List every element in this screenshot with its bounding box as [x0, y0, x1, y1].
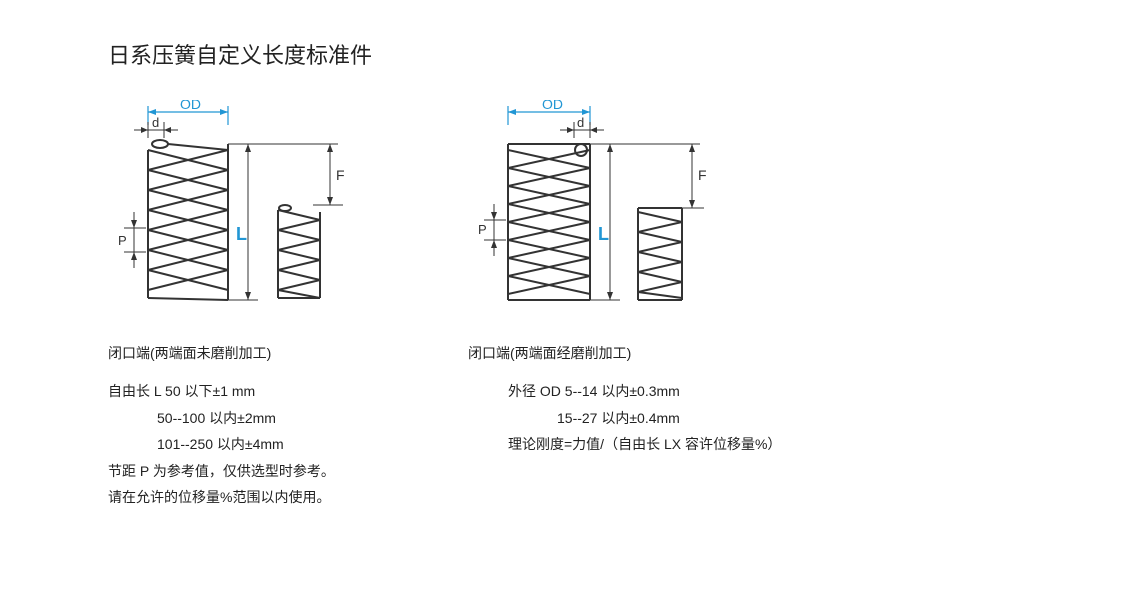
page-title: 日系压簧自定义长度标准件 [108, 38, 1034, 70]
spec-line: 自由长 L 50 以下±1 mm [108, 378, 408, 405]
spec-line: 请在允许的位移量%范围以内使用。 [108, 484, 408, 511]
specs-row: 自由长 L 50 以下±1 mm 50--100 以内±2mm 101--250… [108, 378, 1034, 511]
d-label: d [577, 115, 584, 130]
spec-line: 15--27 以内±0.4mm [508, 405, 781, 432]
l-label: L [598, 224, 609, 244]
spec-line: 外径 OD 5--14 以内±0.3mm [508, 378, 781, 405]
f-label: F [336, 167, 345, 183]
spec-line: 101--250 以内±4mm [108, 431, 408, 458]
p-label: P [118, 233, 127, 248]
left-caption: 闭口端(两端面未磨削加工) [108, 343, 368, 363]
spec-line: 理论刚度=力值/（自由长 LX 容许位移量%） [508, 431, 781, 458]
f-label: F [698, 167, 707, 183]
left-specs: 自由长 L 50 以下±1 mm 50--100 以内±2mm 101--250… [108, 378, 408, 511]
right-diagram: OD d [468, 100, 728, 363]
right-specs: 外径 OD 5--14 以内±0.3mm 15--27 以内±0.4mm 理论刚… [508, 378, 781, 511]
right-caption: 闭口端(两端面经磨削加工) [468, 343, 728, 363]
od-label: OD [542, 100, 563, 112]
spec-line: 50--100 以内±2mm [108, 405, 408, 432]
d-label: d [152, 115, 159, 130]
p-label: P [478, 222, 487, 237]
spec-line: 节距 P 为参考值，仅供选型时参考。 [108, 458, 408, 485]
od-label: OD [180, 100, 201, 112]
right-svg: OD d [468, 100, 728, 335]
left-diagram: OD d [108, 100, 368, 363]
diagrams-row: OD d [108, 100, 1034, 363]
l-label: L [236, 224, 247, 244]
left-svg: OD d [108, 100, 368, 335]
